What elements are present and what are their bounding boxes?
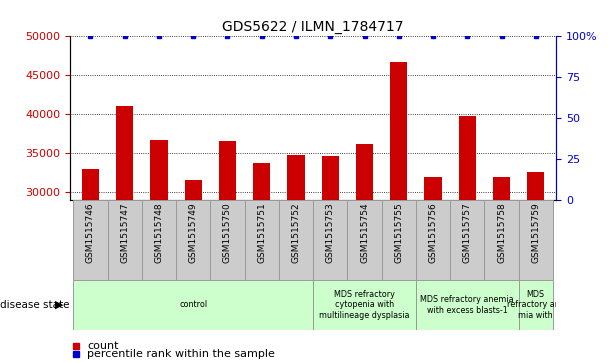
Bar [313, 200, 347, 280]
Bar [288, 155, 305, 363]
Text: disease state: disease state [0, 300, 69, 310]
Text: GSM1515749: GSM1515749 [188, 202, 198, 263]
Bar [519, 200, 553, 280]
Title: GDS5622 / ILMN_1784717: GDS5622 / ILMN_1784717 [223, 20, 404, 34]
Bar [416, 200, 450, 280]
Bar [527, 172, 544, 363]
Bar [116, 106, 133, 363]
Bar [142, 200, 176, 280]
Bar [390, 62, 407, 363]
Bar [253, 163, 271, 363]
Bar [322, 156, 339, 363]
Bar [279, 200, 313, 280]
Bar [210, 200, 244, 280]
Text: GSM1515757: GSM1515757 [463, 202, 472, 263]
Text: GSM1515755: GSM1515755 [394, 202, 403, 263]
Text: GSM1515748: GSM1515748 [154, 202, 164, 263]
Bar [74, 280, 313, 330]
Text: GSM1515750: GSM1515750 [223, 202, 232, 263]
Bar [356, 144, 373, 363]
Bar [150, 140, 168, 363]
Text: GSM1515756: GSM1515756 [429, 202, 438, 263]
Bar [219, 141, 236, 363]
Text: GSM1515753: GSM1515753 [326, 202, 335, 263]
Bar [382, 200, 416, 280]
Bar [450, 200, 485, 280]
Text: GSM1515752: GSM1515752 [291, 202, 300, 263]
Bar [108, 200, 142, 280]
Text: count: count [88, 341, 119, 351]
Bar [458, 117, 476, 363]
Text: percentile rank within the sample: percentile rank within the sample [88, 349, 275, 359]
Text: MDS refractory anemia
with excess blasts-1: MDS refractory anemia with excess blasts… [421, 295, 514, 315]
Bar [244, 200, 279, 280]
Text: GSM1515751: GSM1515751 [257, 202, 266, 263]
Bar [82, 168, 99, 363]
Text: GSM1515754: GSM1515754 [360, 202, 369, 263]
Bar [416, 280, 519, 330]
Bar [519, 280, 553, 330]
Bar [493, 177, 510, 363]
Bar [176, 200, 210, 280]
Bar [313, 280, 416, 330]
Text: GSM1515759: GSM1515759 [531, 202, 541, 263]
Bar [74, 200, 108, 280]
Text: GSM1515747: GSM1515747 [120, 202, 130, 263]
Text: GSM1515758: GSM1515758 [497, 202, 506, 263]
Bar [347, 200, 382, 280]
Text: MDS refractory
cytopenia with
multilineage dysplasia: MDS refractory cytopenia with multilinea… [319, 290, 410, 320]
Text: ▶: ▶ [55, 300, 64, 310]
Bar [185, 180, 202, 363]
Bar [424, 177, 441, 363]
Bar [485, 200, 519, 280]
Text: MDS
refractory ane
mia with: MDS refractory ane mia with [507, 290, 565, 320]
Text: GSM1515746: GSM1515746 [86, 202, 95, 263]
Text: control: control [179, 301, 207, 309]
